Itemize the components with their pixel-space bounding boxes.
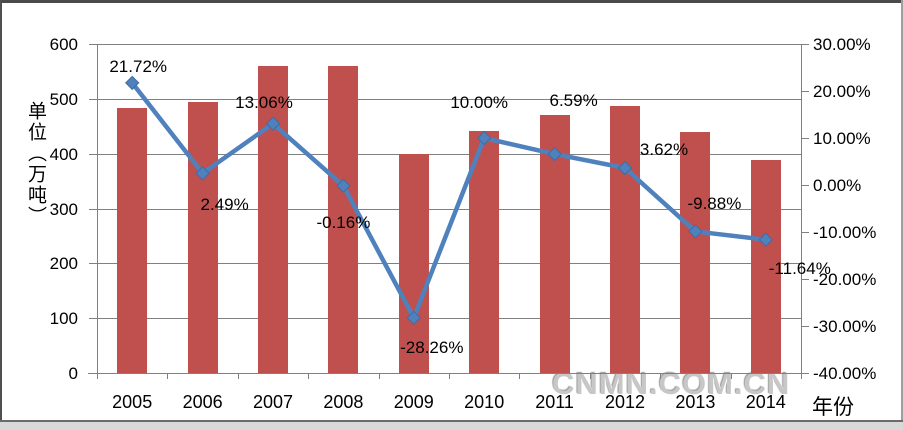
- line-marker-2007: [265, 116, 281, 131]
- right-axis-tick: [801, 91, 809, 92]
- left-axis-tick: [89, 208, 97, 210]
- line-marker-2013: [688, 224, 703, 239]
- data-label-2011: 6.59%: [549, 91, 598, 111]
- bar-2008: [328, 66, 359, 373]
- bar-2010: [469, 131, 500, 373]
- y-axis-tick-label: 100: [49, 309, 78, 329]
- watermark-text: CNMN.COM.CN: [552, 366, 791, 401]
- gridline: [97, 153, 801, 155]
- right-axis-line: [801, 44, 802, 373]
- bar-2009: [398, 153, 429, 373]
- x-axis-tick: [589, 373, 591, 379]
- line-marker-2009: [406, 310, 422, 326]
- bar-2005: [117, 108, 148, 373]
- gridline: [97, 208, 801, 210]
- right-axis-tick-label: -20.00%: [813, 270, 877, 289]
- growth-line: [129, 80, 769, 321]
- data-label-2008: -0.16%: [316, 212, 371, 232]
- x-axis-tick: [449, 373, 450, 379]
- right-axis-tick: [801, 185, 809, 186]
- bar-2012: [610, 105, 640, 373]
- y-axis-tick-label: 400: [49, 144, 78, 164]
- x-axis-tick: [167, 373, 169, 379]
- right-axis-tick: [801, 138, 809, 139]
- bar-2013: [680, 132, 711, 373]
- x-axis-label-2014: 2014: [745, 392, 786, 412]
- data-label-2007: 13.06%: [235, 92, 293, 112]
- left-axis-tick: [89, 153, 97, 155]
- frame-border-bottom-strip: [0, 422, 903, 430]
- data-label-2012: 3.62%: [639, 139, 689, 159]
- right-axis-tick-label: -40.00%: [813, 364, 877, 383]
- data-label-2009: -28.26%: [400, 337, 464, 357]
- x-axis-tick: [378, 373, 380, 379]
- data-label-2005: 21.72%: [109, 56, 168, 76]
- line-marker-2012: [617, 160, 633, 176]
- x-axis-label-2013: 2013: [675, 392, 716, 412]
- y-axis-tick-label: 0: [68, 364, 78, 383]
- right-axis-tick-label: 30.00%: [813, 35, 871, 54]
- y-axis-tick-label: 600: [49, 35, 78, 54]
- data-label-2013: -9.88%: [687, 194, 742, 214]
- line-marker-2006: [195, 166, 210, 181]
- x-axis-tick: [801, 373, 802, 379]
- right-axis-tick-label: 0.00%: [813, 176, 862, 195]
- right-axis-tick: [801, 326, 809, 327]
- y-axis-tick-label: 500: [49, 89, 78, 109]
- left-axis-tick: [89, 263, 97, 265]
- data-label-2014: -11.64%: [768, 258, 831, 278]
- right-axis-tick: [801, 44, 809, 45]
- data-label-2010: 10.00%: [450, 93, 509, 112]
- right-axis-tick-label: -30.00%: [813, 317, 877, 336]
- line-marker-2008: [336, 178, 351, 193]
- line-marker-2005: [124, 75, 140, 91]
- bar-2006: [187, 101, 218, 373]
- x-axis-line: [88, 373, 801, 374]
- x-axis-tick: [237, 373, 239, 379]
- right-axis-tick-label: -10.00%: [813, 223, 877, 242]
- x-axis-title: 年份: [812, 396, 854, 419]
- frame-border-bottom-line: [0, 420, 903, 422]
- right-axis-tick: [801, 232, 809, 233]
- left-axis-line: [97, 44, 98, 373]
- frame-border-left: [0, 0, 2, 422]
- frame-border-top: [0, 0, 903, 3]
- left-axis-tick: [89, 98, 97, 100]
- x-axis-tick: [730, 373, 732, 379]
- line-marker-2010: [476, 130, 492, 146]
- y-axis-title: 单位（万吨）: [25, 101, 46, 227]
- line-marker-2014: [758, 232, 774, 247]
- x-axis-tick: [308, 373, 310, 379]
- left-axis-tick: [89, 373, 97, 374]
- x-axis-label-2011: 2011: [535, 392, 574, 412]
- right-axis-tick-label: 20.00%: [813, 82, 871, 101]
- frame-border-right: [901, 0, 903, 430]
- gridline: [97, 318, 801, 320]
- x-axis-label-2009: 2009: [393, 392, 434, 412]
- y-axis-tick-label: 200: [49, 254, 78, 274]
- x-axis-label-2006: 2006: [182, 392, 223, 412]
- gridline: [97, 98, 801, 100]
- gridline: [97, 263, 801, 265]
- x-axis-tick: [97, 373, 98, 379]
- x-axis-label-2005: 2005: [112, 392, 153, 412]
- bar-2014: [750, 160, 781, 373]
- x-axis-tick: [660, 373, 662, 379]
- x-axis-label-2008: 2008: [323, 392, 364, 412]
- gridline: [97, 44, 801, 45]
- x-axis-label-2010: 2010: [464, 392, 505, 412]
- y-axis-tick-label: 300: [49, 199, 78, 219]
- x-axis-tick: [519, 373, 521, 379]
- left-axis-tick: [89, 44, 97, 45]
- line-marker-2011: [547, 146, 562, 162]
- right-axis-tick: [801, 373, 809, 374]
- x-axis-label-2012: 2012: [604, 392, 646, 412]
- left-axis-tick: [89, 318, 97, 320]
- right-axis-tick: [801, 279, 809, 280]
- x-axis-label-2007: 2007: [252, 392, 294, 412]
- data-label-2006: 2.49%: [200, 195, 249, 215]
- right-axis-tick-label: 10.00%: [813, 129, 871, 148]
